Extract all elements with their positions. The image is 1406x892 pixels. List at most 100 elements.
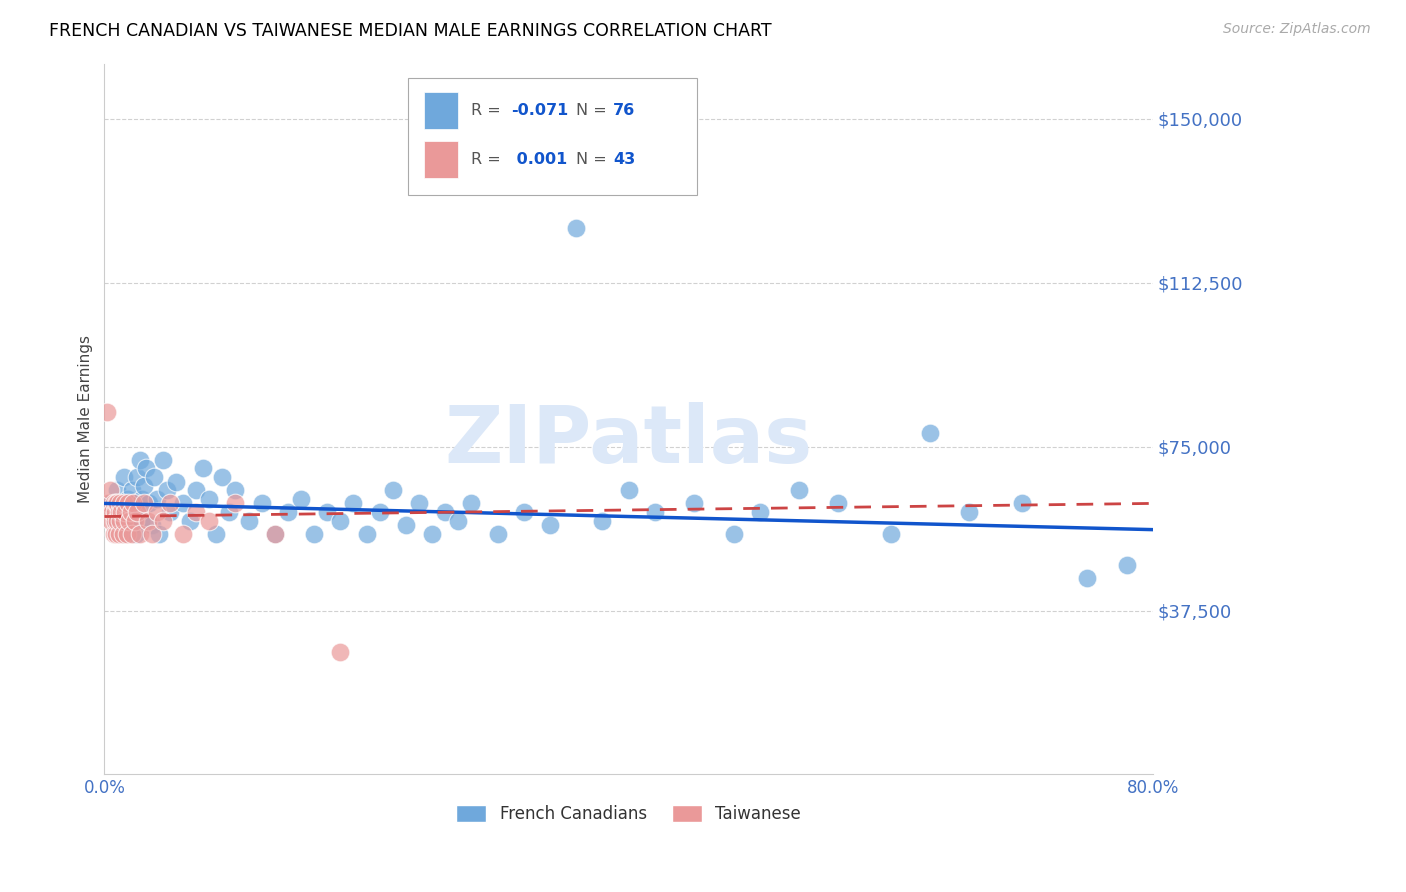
Point <box>108 514 131 528</box>
Point <box>107 514 129 528</box>
Point <box>124 496 146 510</box>
Point <box>104 514 127 528</box>
Point <box>329 514 352 528</box>
Point <box>100 514 122 528</box>
Text: 43: 43 <box>613 153 636 168</box>
Point <box>115 527 138 541</box>
Point <box>787 483 810 498</box>
Point <box>146 491 169 506</box>
Point <box>141 518 163 533</box>
Point <box>486 527 509 541</box>
Point <box>125 527 148 541</box>
Point <box>1076 571 1098 585</box>
Point <box>97 496 120 510</box>
Point <box>434 505 457 519</box>
Point <box>184 483 207 498</box>
Point <box>565 221 588 235</box>
Point <box>263 527 285 541</box>
Point <box>117 491 139 506</box>
Point <box>117 496 139 510</box>
Point <box>198 514 221 528</box>
Point <box>748 505 770 519</box>
Point <box>959 505 981 519</box>
Point <box>290 491 312 506</box>
Point <box>128 527 150 541</box>
Point <box>159 496 181 510</box>
Point <box>107 496 129 510</box>
Point <box>395 518 418 533</box>
Point <box>1115 558 1137 572</box>
Point <box>356 527 378 541</box>
Text: -0.071: -0.071 <box>512 103 568 118</box>
Point <box>302 527 325 541</box>
FancyBboxPatch shape <box>425 92 458 128</box>
Point <box>115 518 138 533</box>
Text: ZIPatlas: ZIPatlas <box>444 401 813 480</box>
Point <box>156 483 179 498</box>
Point <box>238 514 260 528</box>
Point <box>121 527 143 541</box>
Point <box>159 505 181 519</box>
Point <box>224 496 246 510</box>
Point <box>136 514 159 528</box>
FancyBboxPatch shape <box>409 78 697 195</box>
Point <box>172 496 194 510</box>
Point <box>100 496 122 510</box>
Point <box>250 496 273 510</box>
Y-axis label: Median Male Earnings: Median Male Earnings <box>79 335 93 503</box>
Point <box>96 404 118 418</box>
Point <box>880 527 903 541</box>
Point <box>108 496 131 510</box>
Point <box>107 483 129 498</box>
Text: R =: R = <box>471 153 506 168</box>
Text: N =: N = <box>576 153 612 168</box>
Point <box>420 527 443 541</box>
Point <box>152 514 174 528</box>
Point <box>122 518 145 533</box>
Point <box>129 514 152 528</box>
Point <box>108 505 131 519</box>
Point <box>118 514 141 528</box>
Point <box>101 505 124 519</box>
Point <box>368 505 391 519</box>
Point <box>98 483 121 498</box>
Point <box>114 505 136 519</box>
Point <box>127 505 149 519</box>
Point <box>592 514 614 528</box>
Point <box>191 461 214 475</box>
Point <box>827 496 849 510</box>
Point <box>121 483 143 498</box>
Point <box>103 496 125 510</box>
Point <box>644 505 666 519</box>
Point <box>132 496 155 510</box>
Point <box>224 483 246 498</box>
Point <box>198 491 221 506</box>
Point <box>329 645 352 659</box>
Text: N =: N = <box>576 103 612 118</box>
Point <box>104 514 127 528</box>
Point <box>111 527 134 541</box>
Point <box>135 461 157 475</box>
Legend: French Canadians, Taiwanese: French Canadians, Taiwanese <box>450 798 807 830</box>
Point <box>107 527 129 541</box>
Point <box>447 514 470 528</box>
Point <box>179 514 201 528</box>
Point <box>211 470 233 484</box>
Point <box>110 505 132 519</box>
Point <box>342 496 364 510</box>
Point <box>127 505 149 519</box>
Point <box>107 505 129 519</box>
Point <box>172 527 194 541</box>
Point <box>127 470 149 484</box>
Point <box>381 483 404 498</box>
Text: 0.001: 0.001 <box>512 153 568 168</box>
Point <box>138 496 160 510</box>
Point <box>723 527 745 541</box>
Point <box>111 527 134 541</box>
Point <box>148 527 170 541</box>
Point <box>166 475 188 489</box>
Point <box>617 483 640 498</box>
Point <box>277 505 299 519</box>
Point <box>118 514 141 528</box>
Point <box>263 527 285 541</box>
